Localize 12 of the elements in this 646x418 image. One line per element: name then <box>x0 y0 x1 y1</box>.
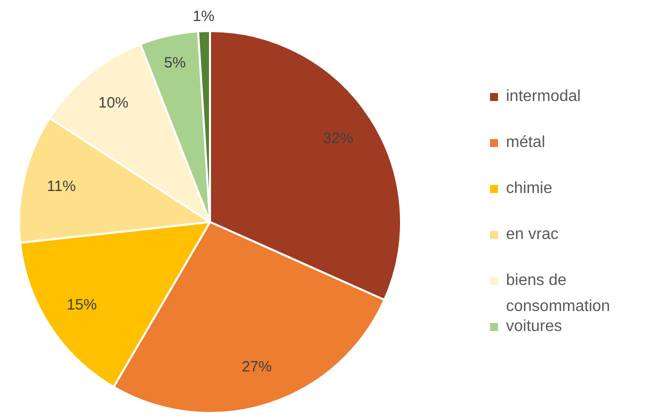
data-label: 27% <box>242 358 272 376</box>
data-label: 1% <box>192 8 214 26</box>
legend-label: en vrac <box>506 225 558 245</box>
data-label: 32% <box>323 130 354 147</box>
data-label: 10% <box>98 94 128 112</box>
legend-label: intermodal <box>506 87 581 107</box>
data-label: 5% <box>164 54 186 72</box>
legend-label: voitures <box>506 317 562 337</box>
data-label: 11% <box>46 178 76 195</box>
legend-label: métal <box>506 133 546 153</box>
data-label: 15% <box>66 296 97 314</box>
legend-label: chimie <box>506 179 552 199</box>
